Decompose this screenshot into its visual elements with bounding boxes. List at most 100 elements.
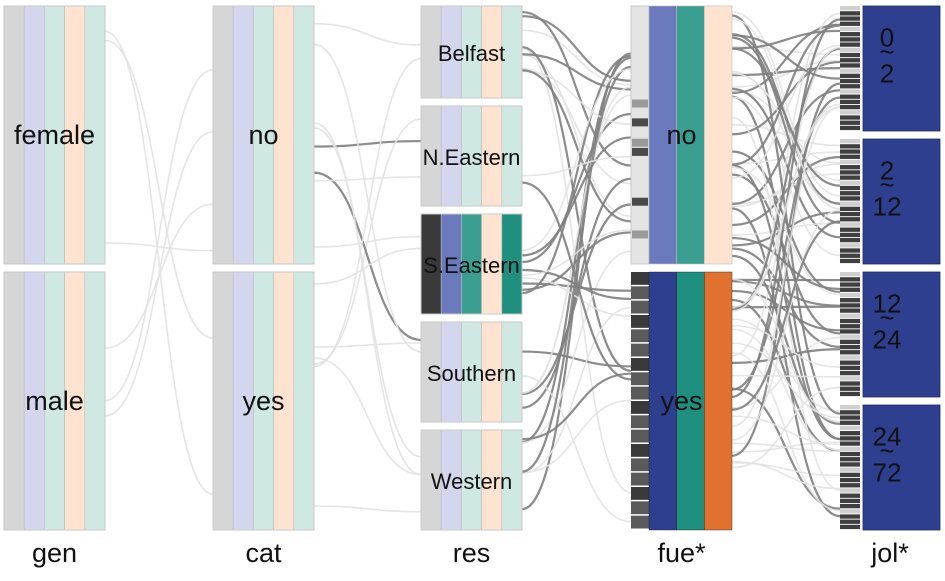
jol-0-tick-16 [840, 89, 860, 93]
jol-1-tick-21 [840, 248, 860, 252]
jol-3-tick-0 [840, 405, 860, 409]
jol-label-0-line-2: 2 [880, 59, 894, 89]
fue-yes-tick-10 [631, 415, 649, 428]
axis-label-cat: cat [245, 538, 282, 568]
jol-3-tick-12 [840, 468, 860, 472]
jol-2-tick-17 [840, 361, 860, 365]
jol-0-tick-15 [840, 84, 860, 88]
label-res-3: Southern [427, 361, 516, 386]
fue-no-tick-5 [632, 100, 648, 108]
link-0-3 [105, 70, 213, 401]
label-cat-0: no [248, 120, 278, 150]
jol-1-tick-0 [840, 139, 860, 143]
jol-3-tick-22 [840, 520, 860, 524]
jol-0-tick-3 [840, 22, 860, 26]
jol-1-tick-2 [840, 149, 860, 153]
link-1-2 [314, 141, 421, 147]
fue-yes-tick-15 [631, 487, 649, 500]
label-fue-0: no [666, 120, 696, 150]
link-1-9 [314, 44, 421, 351]
link-0-0 [105, 40, 213, 338]
jol-3-tick-6 [840, 436, 860, 440]
label-res-0: Belfast [438, 41, 505, 66]
jol-0-tick-1 [840, 11, 860, 15]
jol-1-tick-23 [840, 259, 860, 263]
link-0-5 [105, 243, 213, 251]
jol-3-tick-17 [840, 494, 860, 498]
jol-1-tick-8 [840, 181, 860, 185]
jol-1-tick-17 [840, 228, 860, 232]
jol-2-tick-4 [840, 293, 860, 297]
fue-no-stripe-2 [704, 6, 732, 264]
link-1-13 [314, 59, 421, 367]
label-res-4: Western [431, 469, 513, 494]
fue-yes-tick-0 [631, 272, 649, 285]
link-3-62 [732, 376, 840, 377]
link-1-10 [314, 506, 421, 512]
jol-1-tick-11 [840, 196, 860, 200]
node-gen-1-stripe-4 [85, 272, 105, 530]
jol-0-tick-23 [840, 126, 860, 130]
jol-0-tick-19 [840, 105, 860, 109]
node-gen-1-stripe-0 [4, 272, 24, 530]
jol-1-tick-4 [840, 160, 860, 164]
fue-no-tick-3 [632, 139, 648, 147]
jol-3-tick-7 [840, 441, 860, 445]
jol-3-tick-10 [840, 457, 860, 461]
jol-3-tick-19 [840, 504, 860, 508]
label-res-2: S.Eastern [423, 253, 520, 278]
jol-2-tick-21 [840, 381, 860, 385]
jol-2-tick-7 [840, 308, 860, 312]
node-cat-0-stripe-4 [294, 6, 314, 264]
fue-yes-tick-11 [631, 430, 649, 443]
fue-no-tick-1 [632, 230, 648, 238]
jol-label-1-line-2: 12 [873, 192, 902, 222]
jol-2-tick-3 [840, 288, 860, 292]
jol-2-tick-1 [840, 277, 860, 281]
jol-2-tick-20 [840, 376, 860, 380]
link-3-6 [732, 389, 840, 509]
jol-label-3-line-2: 72 [873, 458, 902, 488]
jol-0-tick-6 [840, 37, 860, 41]
jol-3-tick-1 [840, 410, 860, 414]
fue-yes-tick-9 [631, 401, 649, 414]
fue-yes-tick-5 [631, 344, 649, 357]
link-2-11 [522, 58, 631, 442]
jol-1-tick-6 [840, 170, 860, 174]
link-3-41 [732, 307, 840, 308]
jol-2-tick-5 [840, 298, 860, 302]
axis-label-fue: fue* [657, 538, 706, 568]
jol-2-tick-23 [840, 392, 860, 396]
jol-2-tick-0 [840, 272, 860, 276]
jol-0-tick-12 [840, 69, 860, 73]
jol-1-tick-3 [840, 155, 860, 159]
jol-3-tick-3 [840, 421, 860, 425]
jol-3-tick-15 [840, 483, 860, 487]
jol-2-tick-15 [840, 350, 860, 354]
jol-0-tick-8 [840, 48, 860, 52]
jol-1-tick-22 [840, 254, 860, 258]
fue-yes-tick-17 [631, 516, 649, 529]
link-0-4 [105, 132, 213, 416]
jol-0-tick-13 [840, 74, 860, 78]
jol-0-tick-18 [840, 100, 860, 104]
jol-0-tick-9 [840, 53, 860, 57]
jol-0-tick-2 [840, 16, 860, 20]
fue-yes-tick-12 [631, 444, 649, 457]
jol-3-tick-21 [840, 514, 860, 518]
jol-0-tick-0 [840, 6, 860, 10]
jol-label-0: 0~2 [879, 23, 894, 89]
jol-3-tick-23 [840, 525, 860, 529]
fue-yes-tick-13 [631, 458, 649, 471]
jol-2-tick-6 [840, 303, 860, 307]
jol-0-tick-10 [840, 58, 860, 62]
label-cat-1: yes [242, 386, 284, 416]
jol-1-tick-12 [840, 202, 860, 206]
node-cat-1-stripe-0 [213, 272, 233, 530]
link-1-3 [314, 119, 421, 364]
jol-label-2-line-2: 24 [873, 325, 902, 355]
jol-0-tick-22 [840, 121, 860, 125]
jol-2-tick-22 [840, 387, 860, 391]
